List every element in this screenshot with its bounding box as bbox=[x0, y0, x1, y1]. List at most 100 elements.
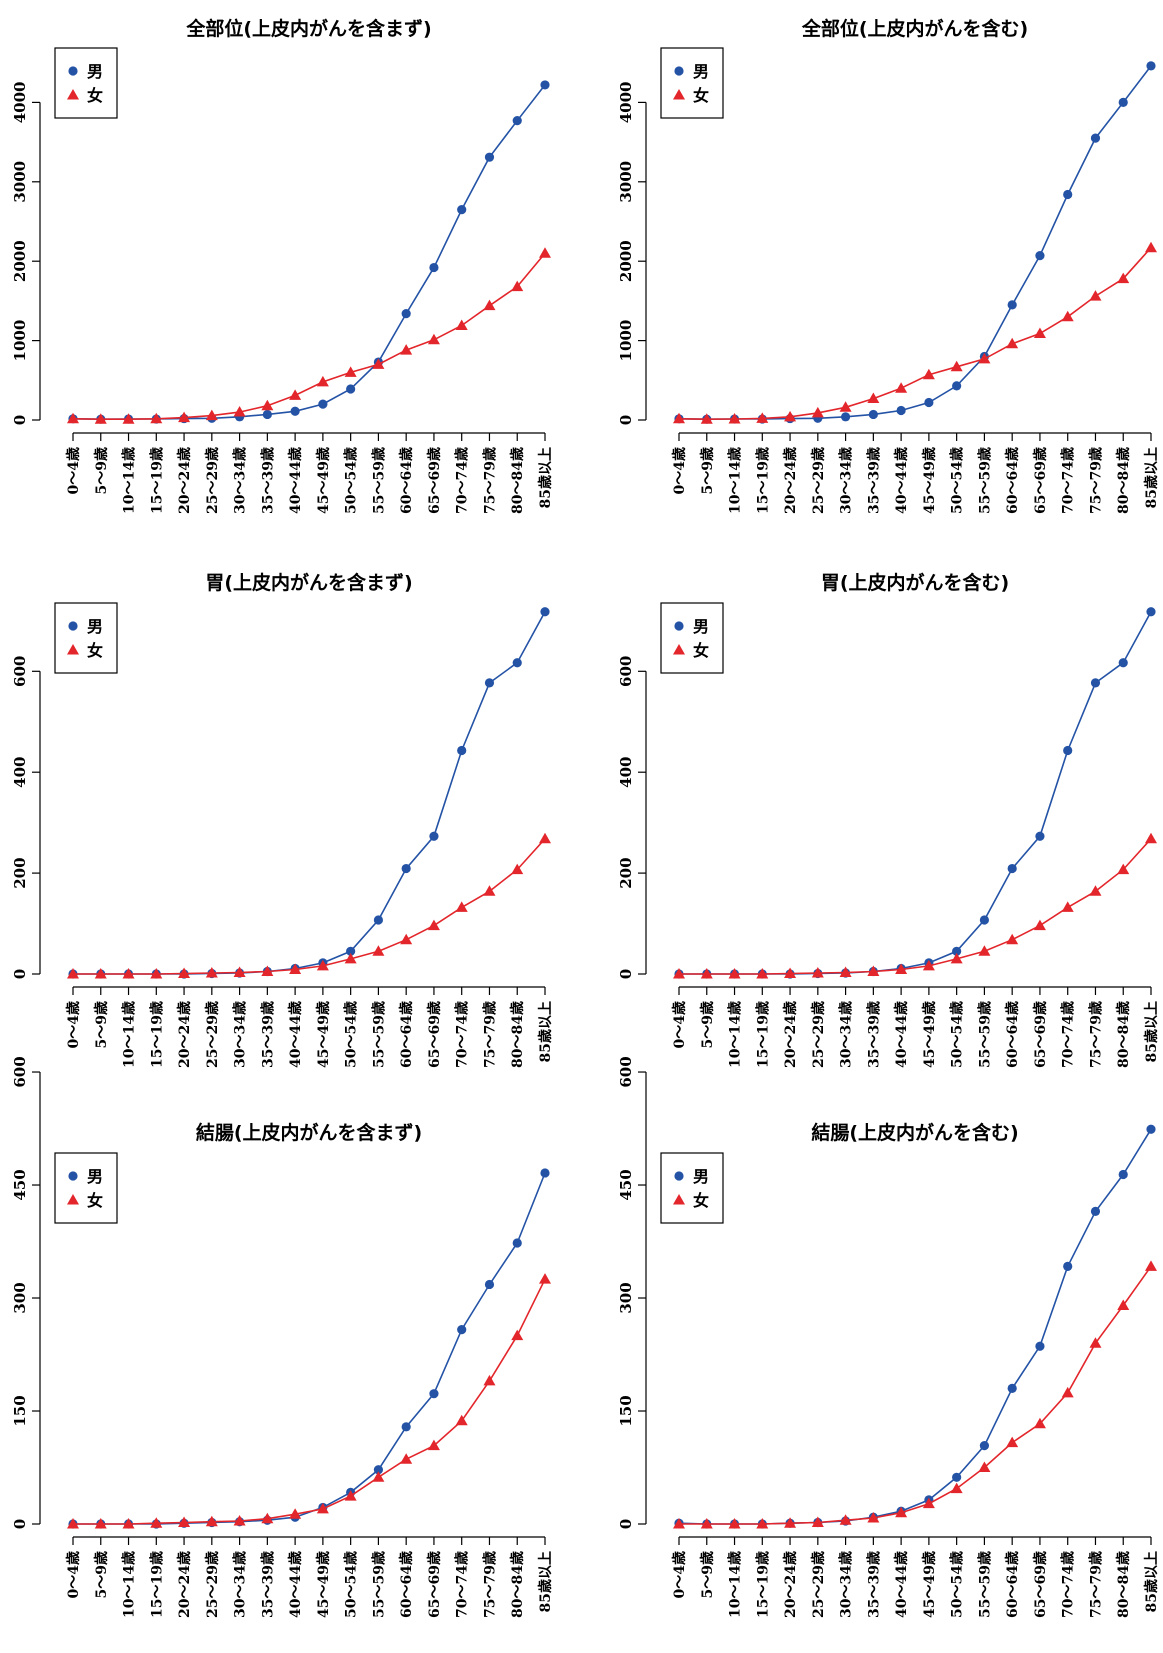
y-tick-label: 0 bbox=[617, 1519, 635, 1529]
y-tick-label: 600 bbox=[617, 1056, 635, 1087]
data-point-female bbox=[1006, 337, 1019, 349]
data-point-female bbox=[978, 1461, 991, 1473]
data-point-female bbox=[784, 1517, 797, 1528]
y-tick-label: 400 bbox=[617, 757, 635, 788]
data-point-female bbox=[205, 966, 218, 978]
legend-marker-female bbox=[673, 1194, 685, 1205]
legend-marker-male bbox=[68, 621, 78, 631]
data-point-female bbox=[839, 1514, 852, 1525]
data-point-male bbox=[429, 831, 439, 841]
data-point-male bbox=[952, 1472, 962, 1482]
x-tick-label: 40～44歳 bbox=[287, 1551, 304, 1618]
data-point-female bbox=[511, 863, 524, 875]
data-point-female bbox=[94, 968, 107, 979]
x-tick-label: 10～14歳 bbox=[727, 447, 744, 514]
legend-label-female: 女 bbox=[693, 641, 709, 660]
x-tick-label: 0～4歳 bbox=[65, 1001, 82, 1048]
x-tick-label: 20～24歳 bbox=[176, 447, 193, 514]
x-tick-label: 35～39歳 bbox=[865, 447, 882, 514]
data-point-male bbox=[1035, 251, 1045, 261]
x-tick-label: 10～14歳 bbox=[121, 1551, 138, 1618]
x-tick-label: 15～19歳 bbox=[754, 1551, 771, 1618]
data-point-male bbox=[457, 204, 467, 215]
data-point-male bbox=[1118, 1169, 1128, 1180]
data-point-male bbox=[346, 384, 356, 394]
data-point-female bbox=[922, 368, 935, 380]
x-tick-label: 15～19歳 bbox=[148, 1001, 165, 1068]
data-point-female bbox=[178, 967, 191, 978]
x-tick-label: 50～54歳 bbox=[949, 1551, 966, 1618]
data-point-male bbox=[1063, 745, 1073, 756]
x-tick-label: 65～69歳 bbox=[1032, 1551, 1049, 1618]
data-point-female bbox=[539, 1273, 551, 1284]
legend-label-male: 男 bbox=[87, 617, 103, 636]
data-point-female bbox=[784, 410, 797, 422]
x-tick-label: 45～49歳 bbox=[921, 1001, 938, 1068]
data-point-female bbox=[950, 360, 963, 372]
data-point-female bbox=[1117, 863, 1130, 875]
data-point-female bbox=[122, 1518, 135, 1529]
x-tick-label: 80～84歳 bbox=[1115, 1551, 1132, 1618]
data-point-male bbox=[1090, 133, 1101, 143]
data-point-male bbox=[512, 116, 522, 126]
x-tick-label: 75～79歳 bbox=[481, 1001, 498, 1068]
x-tick-label: 85歳以上 bbox=[537, 1551, 554, 1612]
data-point-female bbox=[483, 885, 496, 896]
x-tick-label: 60～64歳 bbox=[1004, 1551, 1021, 1618]
legend-marker-female bbox=[67, 1194, 79, 1205]
data-point-female bbox=[233, 406, 246, 417]
data-point-female bbox=[1033, 1417, 1046, 1429]
data-point-male bbox=[540, 80, 550, 90]
x-tick-label: 5～9歳 bbox=[93, 1001, 110, 1048]
data-point-female bbox=[1089, 885, 1102, 896]
y-tick-label: 0 bbox=[617, 969, 635, 979]
data-point-male bbox=[952, 946, 962, 956]
x-tick-label: 60～64歳 bbox=[1004, 447, 1021, 514]
x-tick-label: 10～14歳 bbox=[727, 1001, 744, 1068]
y-tick-label: 300 bbox=[11, 1282, 29, 1313]
data-point-female bbox=[950, 1482, 963, 1494]
data-point-male bbox=[401, 863, 411, 874]
data-point-male bbox=[1146, 607, 1156, 617]
data-point-female bbox=[978, 945, 991, 956]
x-tick-label: 45～49歳 bbox=[315, 447, 332, 514]
data-point-female bbox=[922, 959, 935, 971]
x-tick-label: 35～39歳 bbox=[865, 1001, 882, 1068]
x-tick-label: 85歳以上 bbox=[1143, 447, 1160, 508]
y-tick-label: 450 bbox=[617, 1169, 635, 1200]
data-point-female bbox=[1089, 1337, 1102, 1348]
x-tick-label: 80～84歳 bbox=[509, 1001, 526, 1068]
data-point-female bbox=[427, 1439, 440, 1451]
data-point-male bbox=[262, 409, 272, 420]
x-tick-label: 70～74歳 bbox=[1060, 1551, 1077, 1618]
data-point-female bbox=[756, 412, 769, 423]
data-point-female bbox=[1006, 933, 1019, 945]
data-point-female bbox=[539, 247, 551, 258]
data-point-female bbox=[427, 919, 440, 931]
chart-title: 結腸(上皮内がんを含まず) bbox=[196, 1121, 422, 1144]
x-tick-label: 30～34歳 bbox=[232, 1001, 249, 1068]
x-tick-label: 70～74歳 bbox=[454, 447, 471, 514]
x-tick-label: 70～74歳 bbox=[454, 1001, 471, 1068]
x-tick-label: 0～4歳 bbox=[65, 1551, 82, 1598]
x-tick-label: 30～34歳 bbox=[838, 447, 855, 514]
data-point-female bbox=[756, 1518, 769, 1529]
data-point-female bbox=[233, 966, 246, 977]
x-tick-label: 80～84歳 bbox=[1115, 1001, 1132, 1068]
x-tick-label: 30～34歳 bbox=[232, 1551, 249, 1618]
x-tick-label: 55～59歳 bbox=[370, 447, 387, 514]
data-point-female bbox=[867, 392, 880, 404]
legend-marker-male bbox=[68, 1171, 78, 1181]
y-tick-label: 4000 bbox=[617, 82, 635, 124]
y-tick-label: 1000 bbox=[11, 320, 29, 362]
x-tick-label: 85歳以上 bbox=[1143, 1551, 1160, 1612]
data-point-female bbox=[728, 1518, 741, 1529]
data-point-male bbox=[484, 678, 495, 688]
y-tick-label: 600 bbox=[11, 656, 29, 687]
series-line-male bbox=[678, 1128, 1152, 1525]
data-point-female bbox=[344, 1490, 357, 1501]
x-tick-label: 30～34歳 bbox=[232, 447, 249, 514]
data-point-female bbox=[511, 280, 524, 292]
legend-marker-female bbox=[67, 644, 79, 655]
x-tick-label: 80～84歳 bbox=[1115, 447, 1132, 514]
